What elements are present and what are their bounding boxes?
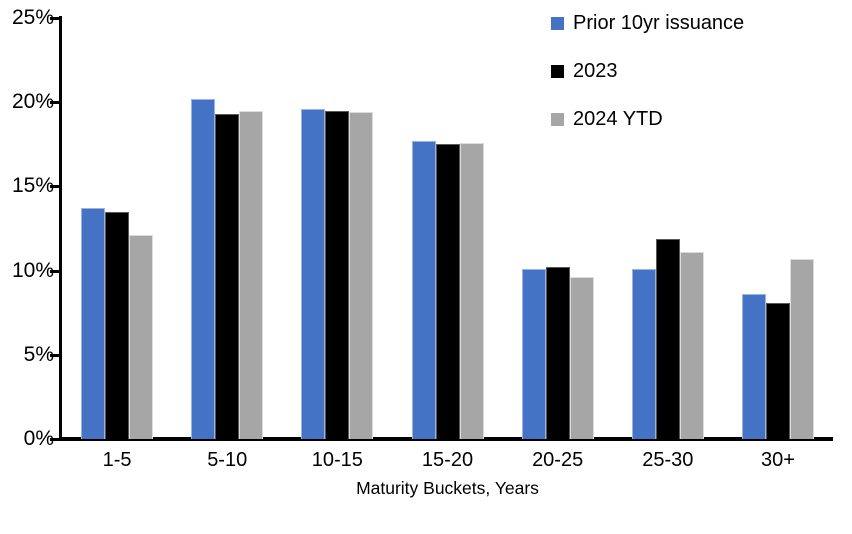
x-axis-title: Maturity Buckets, Years	[356, 478, 539, 498]
y-tick-mark	[50, 185, 59, 189]
y-tick-mark	[50, 269, 59, 273]
bar-2023-25-30	[655, 238, 680, 439]
bar-prior-10yr-issuance-25-30	[631, 268, 656, 439]
bar-2024-ytd-30	[789, 258, 814, 439]
legend-swatch-icon	[551, 16, 564, 30]
bar-prior-10yr-issuance-1-5	[81, 208, 106, 439]
legend-item-2023: 2023	[551, 58, 744, 84]
bar-2024-ytd-5-10	[239, 110, 264, 439]
x-tick-label: 25-30	[642, 449, 694, 471]
bar-2023-5-10	[215, 114, 240, 439]
y-tick-label: 5%	[23, 342, 54, 366]
legend-item-prior-10yr-issuance: Prior 10yr issuance	[551, 10, 744, 36]
x-axis-line	[59, 437, 833, 441]
bar-prior-10yr-issuance-20-25	[521, 268, 546, 439]
plot-area	[62, 18, 833, 439]
legend-swatch-icon	[551, 112, 564, 126]
bar-2024-ytd-25-30	[679, 252, 704, 439]
bar-prior-10yr-issuance-15-20	[411, 140, 436, 439]
y-tick-mark	[50, 353, 59, 357]
bar-2023-15-20	[435, 144, 460, 439]
legend-label: 2024 YTD	[573, 108, 663, 130]
legend-item-2024-ytd: 2024 YTD	[551, 106, 744, 132]
bar-2023-10-15	[325, 110, 350, 439]
bar-2024-ytd-20-25	[569, 277, 594, 439]
bar-2023-30	[765, 302, 790, 439]
y-axis-line	[59, 16, 62, 441]
y-tick-label: 0%	[23, 427, 54, 450]
y-tick-label: 10%	[11, 258, 54, 282]
bar-2023-1-5	[105, 211, 130, 439]
x-tick-label: 1-5	[102, 449, 132, 471]
y-tick-label: 25%	[11, 6, 54, 29]
bar-2024-ytd-1-5	[129, 235, 154, 439]
bar-prior-10yr-issuance-10-15	[301, 108, 326, 439]
bar-2024-ytd-10-15	[349, 112, 374, 439]
x-tick-label: 20-25	[532, 449, 584, 471]
y-tick-mark	[50, 17, 59, 20]
legend-label: Prior 10yr issuance	[573, 12, 745, 34]
y-tick-mark	[50, 101, 59, 105]
bar-2023-20-25	[545, 267, 570, 439]
bar-prior-10yr-issuance-5-10	[191, 98, 216, 439]
x-tick-label: 30+	[760, 449, 795, 471]
bar-2024-ytd-15-20	[459, 142, 484, 439]
legend: Prior 10yr issuance 2023 2024 YTD	[551, 10, 744, 154]
bar-prior-10yr-issuance-30	[741, 294, 766, 439]
y-tick-mark	[50, 438, 59, 441]
legend-swatch-icon	[551, 64, 564, 78]
x-tick-label: 10-15	[311, 449, 363, 471]
x-tick-label: 15-20	[421, 449, 474, 471]
y-tick-label: 15%	[11, 174, 54, 198]
y-tick-label: 20%	[11, 90, 54, 114]
x-tick-label: 5-10	[207, 449, 248, 471]
legend-label: 2023	[573, 60, 618, 82]
